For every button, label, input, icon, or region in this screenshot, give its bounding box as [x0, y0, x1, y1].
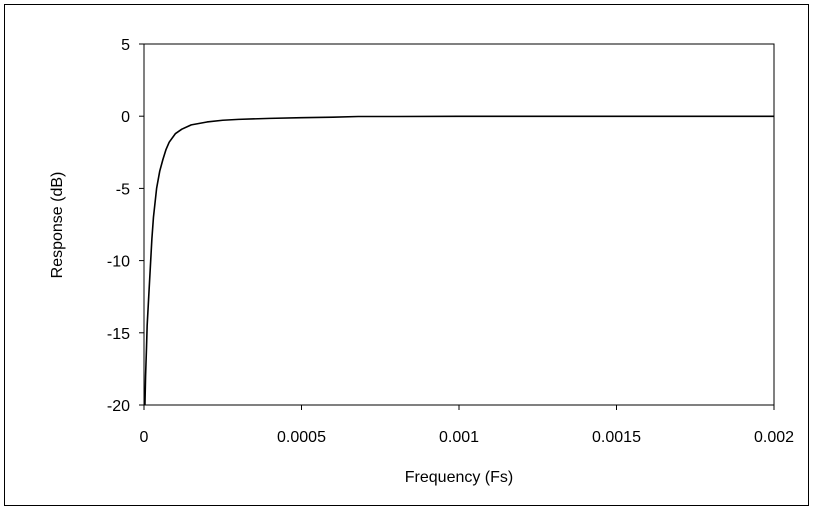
series-layer	[144, 115, 774, 406]
plot-area	[143, 43, 775, 406]
x-axis: 0 0.0005 0.001 0.0015 0.002	[140, 405, 794, 446]
series-line	[144, 115, 774, 406]
y-axis-title: Response (dB)	[49, 172, 66, 279]
y-tick-label: 5	[121, 37, 130, 54]
y-axis: 5 0 -5 -10 -15 -20	[107, 37, 144, 415]
y-tick-label: -20	[107, 398, 130, 415]
x-tick-label: 0.0015	[592, 429, 641, 446]
y-tick-label: -5	[116, 181, 130, 198]
y-tick-label: 0	[121, 109, 130, 126]
y-tick-label: -10	[107, 254, 130, 271]
x-tick-label: 0.002	[754, 429, 794, 446]
x-axis-title: Frequency (Fs)	[405, 469, 513, 486]
x-tick-label: 0	[140, 429, 149, 446]
x-tick-label: 0.0005	[277, 429, 326, 446]
y-tick-label: -15	[107, 326, 130, 343]
x-tick-label: 0.001	[439, 429, 479, 446]
